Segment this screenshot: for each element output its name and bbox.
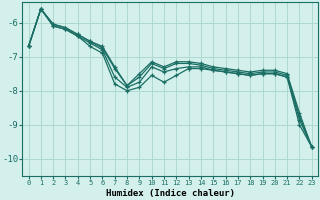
X-axis label: Humidex (Indice chaleur): Humidex (Indice chaleur) <box>106 189 235 198</box>
